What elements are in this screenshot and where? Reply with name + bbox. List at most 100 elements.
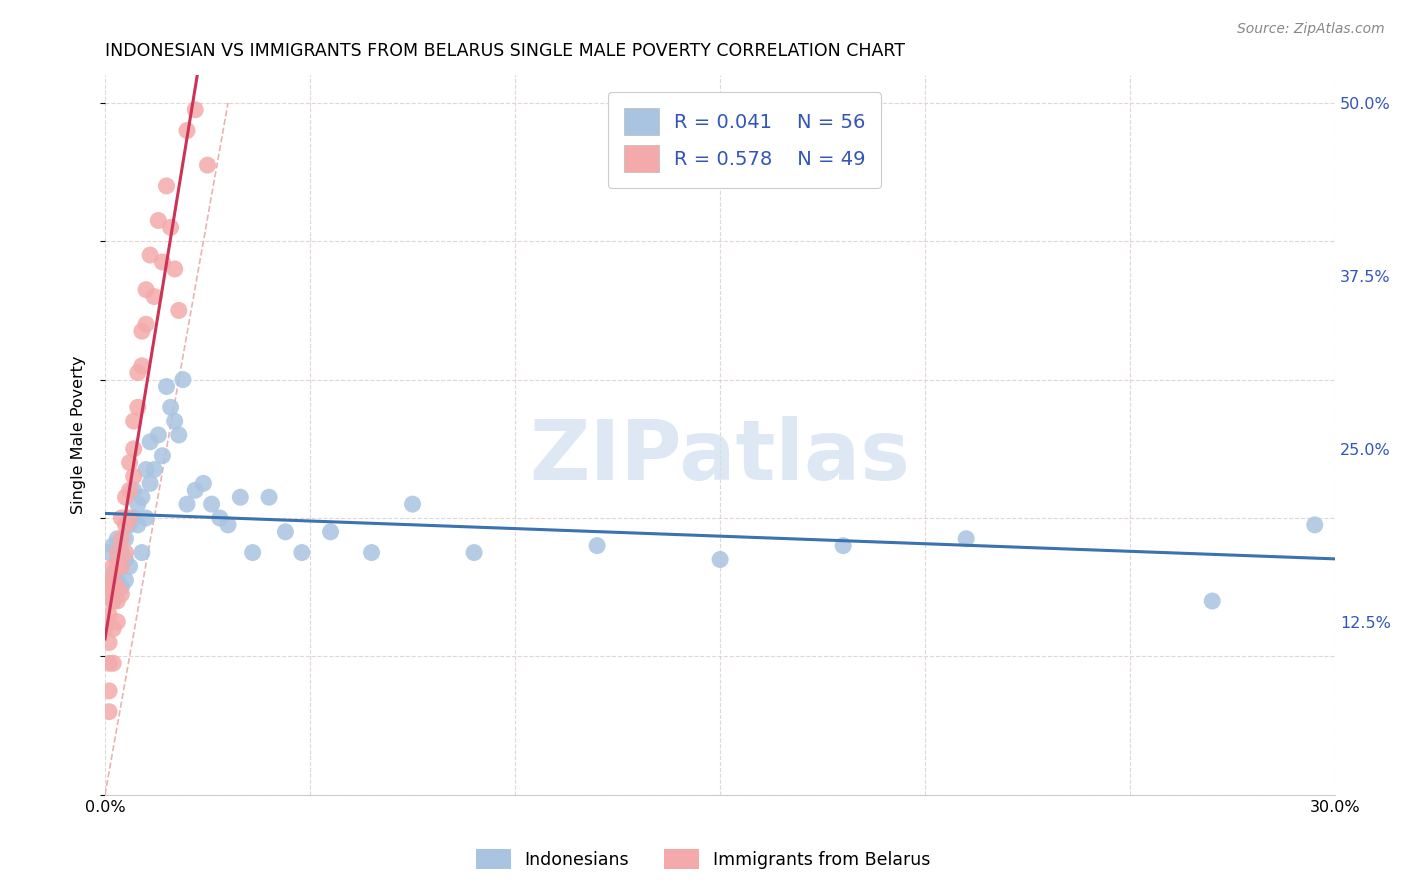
Point (127, 517, 149, 532)
Point (274, 524, 297, 539)
Point (127, 366, 149, 380)
Point (152, 255, 174, 269)
Point (242, 545, 264, 559)
Point (110, 532, 132, 546)
Point (586, 539, 609, 553)
Point (184, 483, 207, 498)
Point (114, 573, 136, 587)
Point (143, 462, 166, 476)
Point (131, 490, 153, 504)
Point (98, 635, 121, 649)
Point (155, 178, 177, 193)
Point (163, 414, 186, 428)
Point (139, 434, 162, 449)
Point (955, 532, 977, 546)
Point (103, 559, 125, 574)
Point (319, 524, 342, 539)
Point (105, 532, 128, 546)
Point (98, 545, 121, 559)
Point (217, 517, 239, 532)
Text: Source: ZipAtlas.com: Source: ZipAtlas.com (1237, 22, 1385, 37)
Point (110, 559, 132, 574)
Point (172, 373, 194, 387)
Text: ZIPatlas: ZIPatlas (530, 416, 911, 497)
Point (197, 158, 219, 172)
Point (127, 497, 149, 511)
Point (98, 607, 121, 622)
Point (184, 103, 207, 117)
Point (110, 545, 132, 559)
Point (155, 379, 177, 393)
Point (1303, 517, 1326, 532)
Point (114, 552, 136, 566)
Point (103, 566, 125, 581)
Point (131, 359, 153, 373)
Point (122, 511, 145, 525)
Point (114, 490, 136, 504)
Point (139, 248, 162, 262)
Point (94, 580, 117, 594)
Point (103, 657, 125, 671)
Point (201, 497, 224, 511)
Point (135, 318, 157, 332)
Point (110, 587, 132, 601)
Point (463, 545, 485, 559)
Point (98, 657, 121, 671)
Point (110, 559, 132, 574)
Point (118, 511, 141, 525)
Point (152, 449, 174, 463)
Point (103, 573, 125, 587)
Point (118, 517, 141, 532)
Point (103, 539, 125, 553)
Point (114, 517, 136, 532)
Point (98, 684, 121, 698)
Point (118, 483, 141, 498)
Point (176, 123, 198, 137)
Point (103, 622, 125, 636)
Point (103, 594, 125, 608)
Point (176, 497, 198, 511)
Point (105, 573, 128, 587)
Point (122, 442, 145, 456)
Point (1201, 594, 1223, 608)
Legend: Indonesians, Immigrants from Belarus: Indonesians, Immigrants from Belarus (470, 842, 936, 876)
Point (105, 552, 128, 566)
Point (98, 573, 121, 587)
Point (163, 261, 186, 276)
Point (110, 580, 132, 594)
Text: INDONESIAN VS IMMIGRANTS FROM BELARUS SINGLE MALE POVERTY CORRELATION CHART: INDONESIAN VS IMMIGRANTS FROM BELARUS SI… (105, 42, 905, 60)
Point (127, 401, 149, 415)
Point (94, 622, 117, 636)
Point (148, 428, 170, 442)
Point (110, 511, 132, 525)
Point (131, 324, 153, 338)
Point (122, 469, 145, 483)
Point (208, 511, 231, 525)
Point (105, 594, 128, 608)
Y-axis label: Single Male Poverty: Single Male Poverty (72, 356, 86, 514)
Point (105, 580, 128, 594)
Point (105, 559, 128, 574)
Point (105, 545, 128, 559)
Point (122, 414, 145, 428)
Legend: R = 0.041    N = 56, R = 0.578    N = 49: R = 0.041 N = 56, R = 0.578 N = 49 (609, 92, 882, 188)
Point (291, 545, 314, 559)
Point (98, 705, 121, 719)
Point (360, 545, 382, 559)
Point (131, 545, 153, 559)
Point (257, 490, 280, 504)
Point (167, 428, 190, 442)
Point (159, 401, 181, 415)
Point (98, 573, 121, 587)
Point (139, 476, 162, 491)
Point (148, 213, 170, 227)
Point (709, 552, 731, 566)
Point (118, 456, 141, 470)
Point (229, 490, 252, 504)
Point (135, 283, 157, 297)
Point (167, 303, 190, 318)
Point (143, 289, 166, 303)
Point (122, 483, 145, 498)
Point (135, 462, 157, 476)
Point (401, 497, 423, 511)
